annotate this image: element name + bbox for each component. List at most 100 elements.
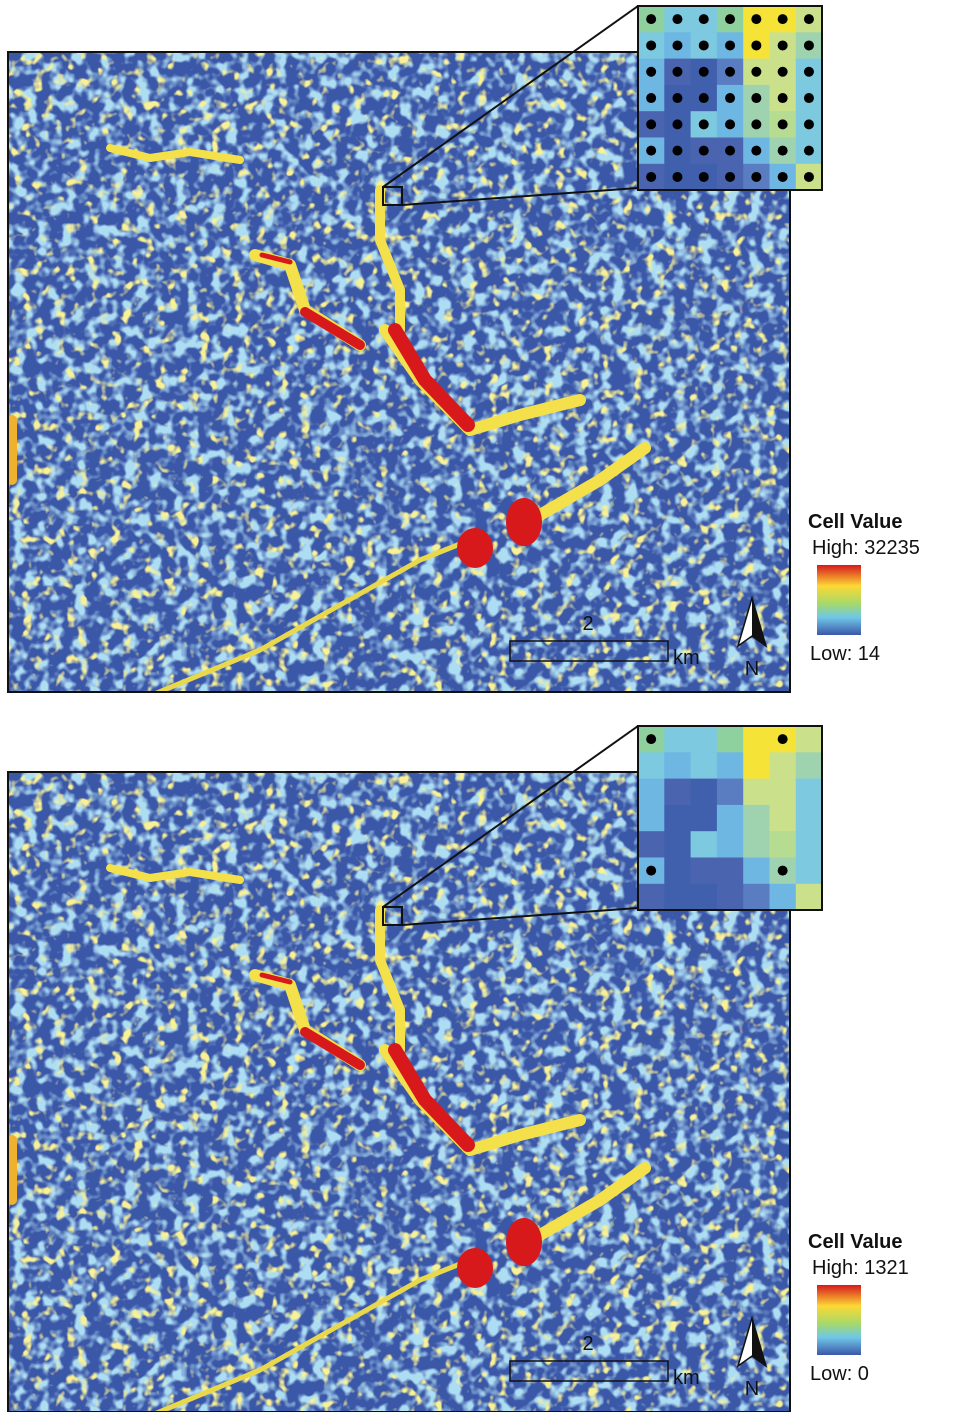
inset-cell [743,804,770,832]
point [646,119,657,130]
inset-cell [690,752,718,780]
north-arrow-half [752,1318,766,1366]
point [777,14,788,25]
point [672,145,683,156]
point [751,66,762,77]
point [646,14,657,25]
inset-cell [769,804,797,832]
inset-cell [716,726,744,753]
inset-cell [690,857,718,885]
inset-cell [769,752,797,780]
scale-bar [509,1360,669,1382]
point [646,171,657,182]
point [803,93,814,104]
inset-cell [769,831,797,858]
channel [300,1027,365,1070]
point [803,119,814,130]
point [725,40,736,51]
point [698,93,709,104]
point [698,119,709,130]
point [698,40,709,51]
inset-frame [637,5,823,191]
inset-cell [716,778,744,806]
inset-cell [690,883,718,911]
point [751,145,762,156]
legend-title: Cell Value [808,1231,903,1253]
point [698,145,709,156]
map-panel: Cell Value High: 32235 Low: 14 2 km N [7,5,920,693]
point [672,40,683,51]
inset-cell [795,778,823,806]
map-frame [7,51,791,693]
point [698,14,709,25]
channel [388,323,475,432]
color-ramp [817,565,861,635]
map-panel: Cell Value High: 1321 Low: 0 2 km N [7,725,909,1412]
channel [300,307,365,350]
inset-cell [664,726,692,753]
inset-cell [690,831,718,858]
inset-cell [743,726,770,753]
point [725,66,736,77]
inset-cell [690,778,718,806]
zoom-line [382,725,639,908]
inset-cell [716,857,744,885]
inset-cell [664,857,692,885]
inset-cell [690,726,718,753]
legend-high: High: 32235 [812,537,920,559]
point [751,119,762,130]
point [777,119,788,130]
inset-cell [795,804,823,832]
inset-cell [743,883,770,911]
inset-cell [638,804,665,832]
north-label: N [745,658,759,680]
inset-cell [795,857,823,885]
point [751,93,762,104]
point [672,119,683,130]
channel [152,1257,473,1412]
inset-cell [664,778,692,806]
point [725,145,736,156]
point [672,171,683,182]
point [777,734,788,745]
inset-cell [664,883,692,911]
color-ramp [817,1285,861,1355]
scale-label: 2 [582,1333,593,1355]
point [751,40,762,51]
channel [375,185,405,335]
channel [106,144,244,164]
point [777,93,788,104]
zoom-line [382,5,639,188]
point [725,93,736,104]
zoom-box [382,186,403,206]
point [725,171,736,182]
zoom-line [401,187,639,206]
scale-unit: km [673,647,700,669]
inset-cell [769,883,797,911]
scale-label: 2 [582,613,593,635]
north-label: N [745,1378,759,1400]
hotspot [506,498,542,546]
point [646,865,657,876]
point [803,145,814,156]
point [777,40,788,51]
point [803,14,814,25]
inset-cell [795,752,823,780]
inset-cell [664,804,692,832]
north-arrow-half [752,598,766,646]
hotspot [457,528,493,568]
point [777,171,788,182]
inset-cell [716,804,744,832]
point [725,119,736,130]
point [751,14,762,25]
point [777,145,788,156]
point [646,734,657,745]
hotspot [457,1248,493,1288]
legend-low: Low: 0 [810,1363,869,1385]
zoom-line [401,907,639,926]
point [777,66,788,77]
inset-cell [716,752,744,780]
point [803,40,814,51]
point [777,865,788,876]
point [803,66,814,77]
